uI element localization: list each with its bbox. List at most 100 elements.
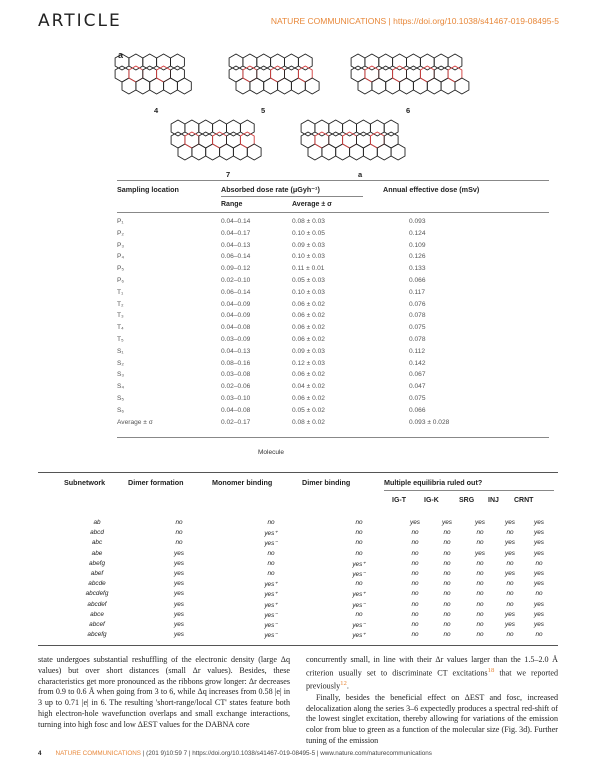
- ring-shape: [454, 77, 470, 95]
- eq-cell-df: yes: [174, 590, 184, 598]
- eq-sub-rule: [384, 490, 554, 491]
- dose-cell-loc: P₆: [117, 276, 125, 284]
- eq-cell-mb: yes⁻: [264, 611, 278, 619]
- ref-12-link[interactable]: 12: [340, 680, 347, 688]
- eq-cell-srg: no: [476, 529, 484, 537]
- dose-cell-range: 0.04–0.09: [221, 312, 251, 320]
- ref-18-link[interactable]: 18: [487, 666, 495, 674]
- eq-cell-db: yes⁻: [352, 601, 366, 609]
- eq-cell-sn: abce: [90, 610, 104, 618]
- eq-sub-igt: IG-T: [392, 497, 406, 504]
- dose-cell-annual: 0.075: [409, 394, 426, 402]
- eq-cell-srg: yes: [475, 549, 485, 557]
- dose-table-row: S₁ 0.04–0.13 0.09 ± 0.03 0.112: [117, 348, 549, 360]
- eq-cell-srg: yes: [475, 519, 485, 526]
- ring-shape: [356, 119, 371, 137]
- molecule-label-5: 5: [261, 106, 266, 115]
- eq-table-row: abcde yes yes⁺ no no no no no yes: [38, 580, 558, 590]
- dose-cell-annual: 0.067: [409, 371, 426, 379]
- dose-table-row: P₆ 0.02–0.10 0.05 ± 0.03 0.066: [117, 277, 549, 289]
- dose-cell-range: 0.02–0.06: [221, 383, 251, 391]
- eq-cell-srg: no: [476, 559, 484, 567]
- eq-cell-mb: no: [267, 559, 275, 567]
- ring-shape: [304, 77, 320, 95]
- ring-shape: [198, 119, 214, 137]
- dose-cell-avg: 0.12 ± 0.03: [292, 359, 325, 367]
- eq-cell-crnt: no: [535, 559, 543, 567]
- eq-cell-db: yes⁻: [352, 621, 366, 629]
- eq-cell-inj: yes: [505, 620, 515, 628]
- eq-table-row: abcef yes yes⁻ yes⁻ no no no yes yes: [38, 621, 558, 631]
- eq-cell-mb: yes⁺: [264, 601, 278, 609]
- eq-cell-inj: no: [506, 580, 514, 588]
- eq-cell-df: yes: [174, 569, 184, 577]
- dose-table-row: S₃ 0.03–0.08 0.06 ± 0.02 0.067: [117, 371, 549, 383]
- molecule-label-6: 6: [406, 106, 411, 115]
- eq-table-row: ab no no no yes yes yes yes yes: [38, 519, 558, 529]
- eq-cell-ig-k: no: [443, 631, 451, 639]
- eq-cell-df: yes: [174, 580, 184, 588]
- eq-cell-db: no: [355, 549, 363, 557]
- eq-cell-mb: yes⁺: [264, 530, 278, 538]
- dose-cell-loc: T₁: [117, 288, 124, 296]
- dose-cell-avg: 0.11 ± 0.01: [292, 265, 325, 273]
- eq-cell-ig-t: no: [411, 539, 419, 547]
- eq-table-row: abce yes yes⁻ no no no no yes yes: [38, 611, 558, 621]
- eq-table-row: abefg yes no yes⁺ no no no no no: [38, 560, 558, 570]
- eq-cell-mb: yes⁻: [264, 540, 278, 548]
- eq-table-row: abe yes no no no no yes yes yes: [38, 550, 558, 560]
- dose-table-bottom-rule: [117, 437, 549, 438]
- eq-cell-db: yes⁺: [352, 591, 366, 599]
- dose-table-body: P₁ 0.04–0.14 0.08 ± 0.03 0.093 P₂ 0.04–0.17 0.…: [117, 218, 549, 430]
- eq-cell-mb: no: [267, 549, 275, 557]
- dose-sub-rule: [221, 196, 363, 197]
- eq-cell-ig-t: no: [411, 620, 419, 628]
- ring-shape: [184, 119, 200, 137]
- dose-cell-range: 0.06–0.14: [221, 253, 251, 261]
- footer-citation[interactable]: | (201 9)10:59 7 | https://doi.org/10.10…: [142, 750, 432, 757]
- eq-cell-mb: yes⁻: [264, 621, 278, 629]
- eq-cell-srg: no: [476, 580, 484, 588]
- dose-cell-loc: T₂: [117, 300, 124, 308]
- eq-cell-db: no: [355, 539, 363, 547]
- eq-cell-sn: abcdefg: [85, 590, 109, 598]
- dose-cell-loc: T₅: [117, 335, 124, 343]
- dose-cell-avg: 0.06 ± 0.02: [292, 394, 325, 402]
- eq-cell-srg: no: [476, 631, 484, 639]
- eq-cell-db: no: [355, 529, 363, 537]
- footer-journal-name[interactable]: NATURE COMMUNICATIONS: [55, 750, 141, 757]
- eq-table-row: abcefg yes yes⁻ yes⁺ no no no no no: [38, 631, 558, 641]
- dose-cell-annual: 0.075: [409, 324, 426, 332]
- dose-cell-range: 0.04–0.17: [221, 229, 251, 237]
- eq-cell-crnt: yes: [534, 529, 544, 537]
- ring-shape: [378, 53, 394, 71]
- dose-cell-range: 0.03–0.09: [221, 335, 251, 343]
- dose-cell-annual: 0.112: [409, 347, 426, 355]
- ring-shape: [170, 119, 186, 137]
- eq-cell-db: yes⁺: [352, 560, 366, 568]
- ring-shape: [433, 53, 449, 71]
- ring-shape: [383, 119, 399, 137]
- dose-table-row: T₃ 0.04–0.09 0.06 ± 0.02 0.078: [117, 312, 549, 324]
- eq-cell-sn: abefg: [89, 559, 105, 567]
- eq-col-dimer-formation: Dimer formation: [128, 478, 184, 487]
- eq-cell-crnt: yes: [534, 549, 544, 557]
- eq-cell-crnt: yes: [534, 569, 544, 577]
- eq-col-monomer-binding: Monomer binding: [212, 478, 273, 487]
- header-journal-link[interactable]: NATURE COMMUNICATIONS | https://doi.org/…: [270, 16, 559, 26]
- eq-cell-sn: abc: [91, 539, 103, 547]
- ring-shape: [392, 53, 407, 71]
- eq-cell-ig-k: no: [443, 559, 451, 567]
- eq-cell-sn: abe: [91, 549, 103, 557]
- body-right-text-3: .: [346, 681, 349, 691]
- dose-cell-avg: 0.09 ± 0.03: [292, 241, 325, 249]
- dose-cell-range: 0.03–0.10: [221, 394, 251, 402]
- body-right-paragraph-1: concurrently small, in line with their Δ…: [306, 655, 558, 693]
- dose-cell-loc: S₃: [117, 371, 125, 379]
- page-footer: 4 NATURE COMMUNICATIONS | (201 9)10:59 7…: [38, 750, 558, 757]
- body-left-paragraph: state undergoes substantial reshuffling …: [38, 655, 290, 729]
- dose-table-row: S₄ 0.02–0.06 0.04 ± 0.02 0.047: [117, 383, 549, 395]
- eq-cell-db: no: [355, 580, 363, 588]
- dose-cell-range: 0.04–0.08: [221, 324, 251, 332]
- eq-cell-ig-k: yes: [442, 519, 452, 526]
